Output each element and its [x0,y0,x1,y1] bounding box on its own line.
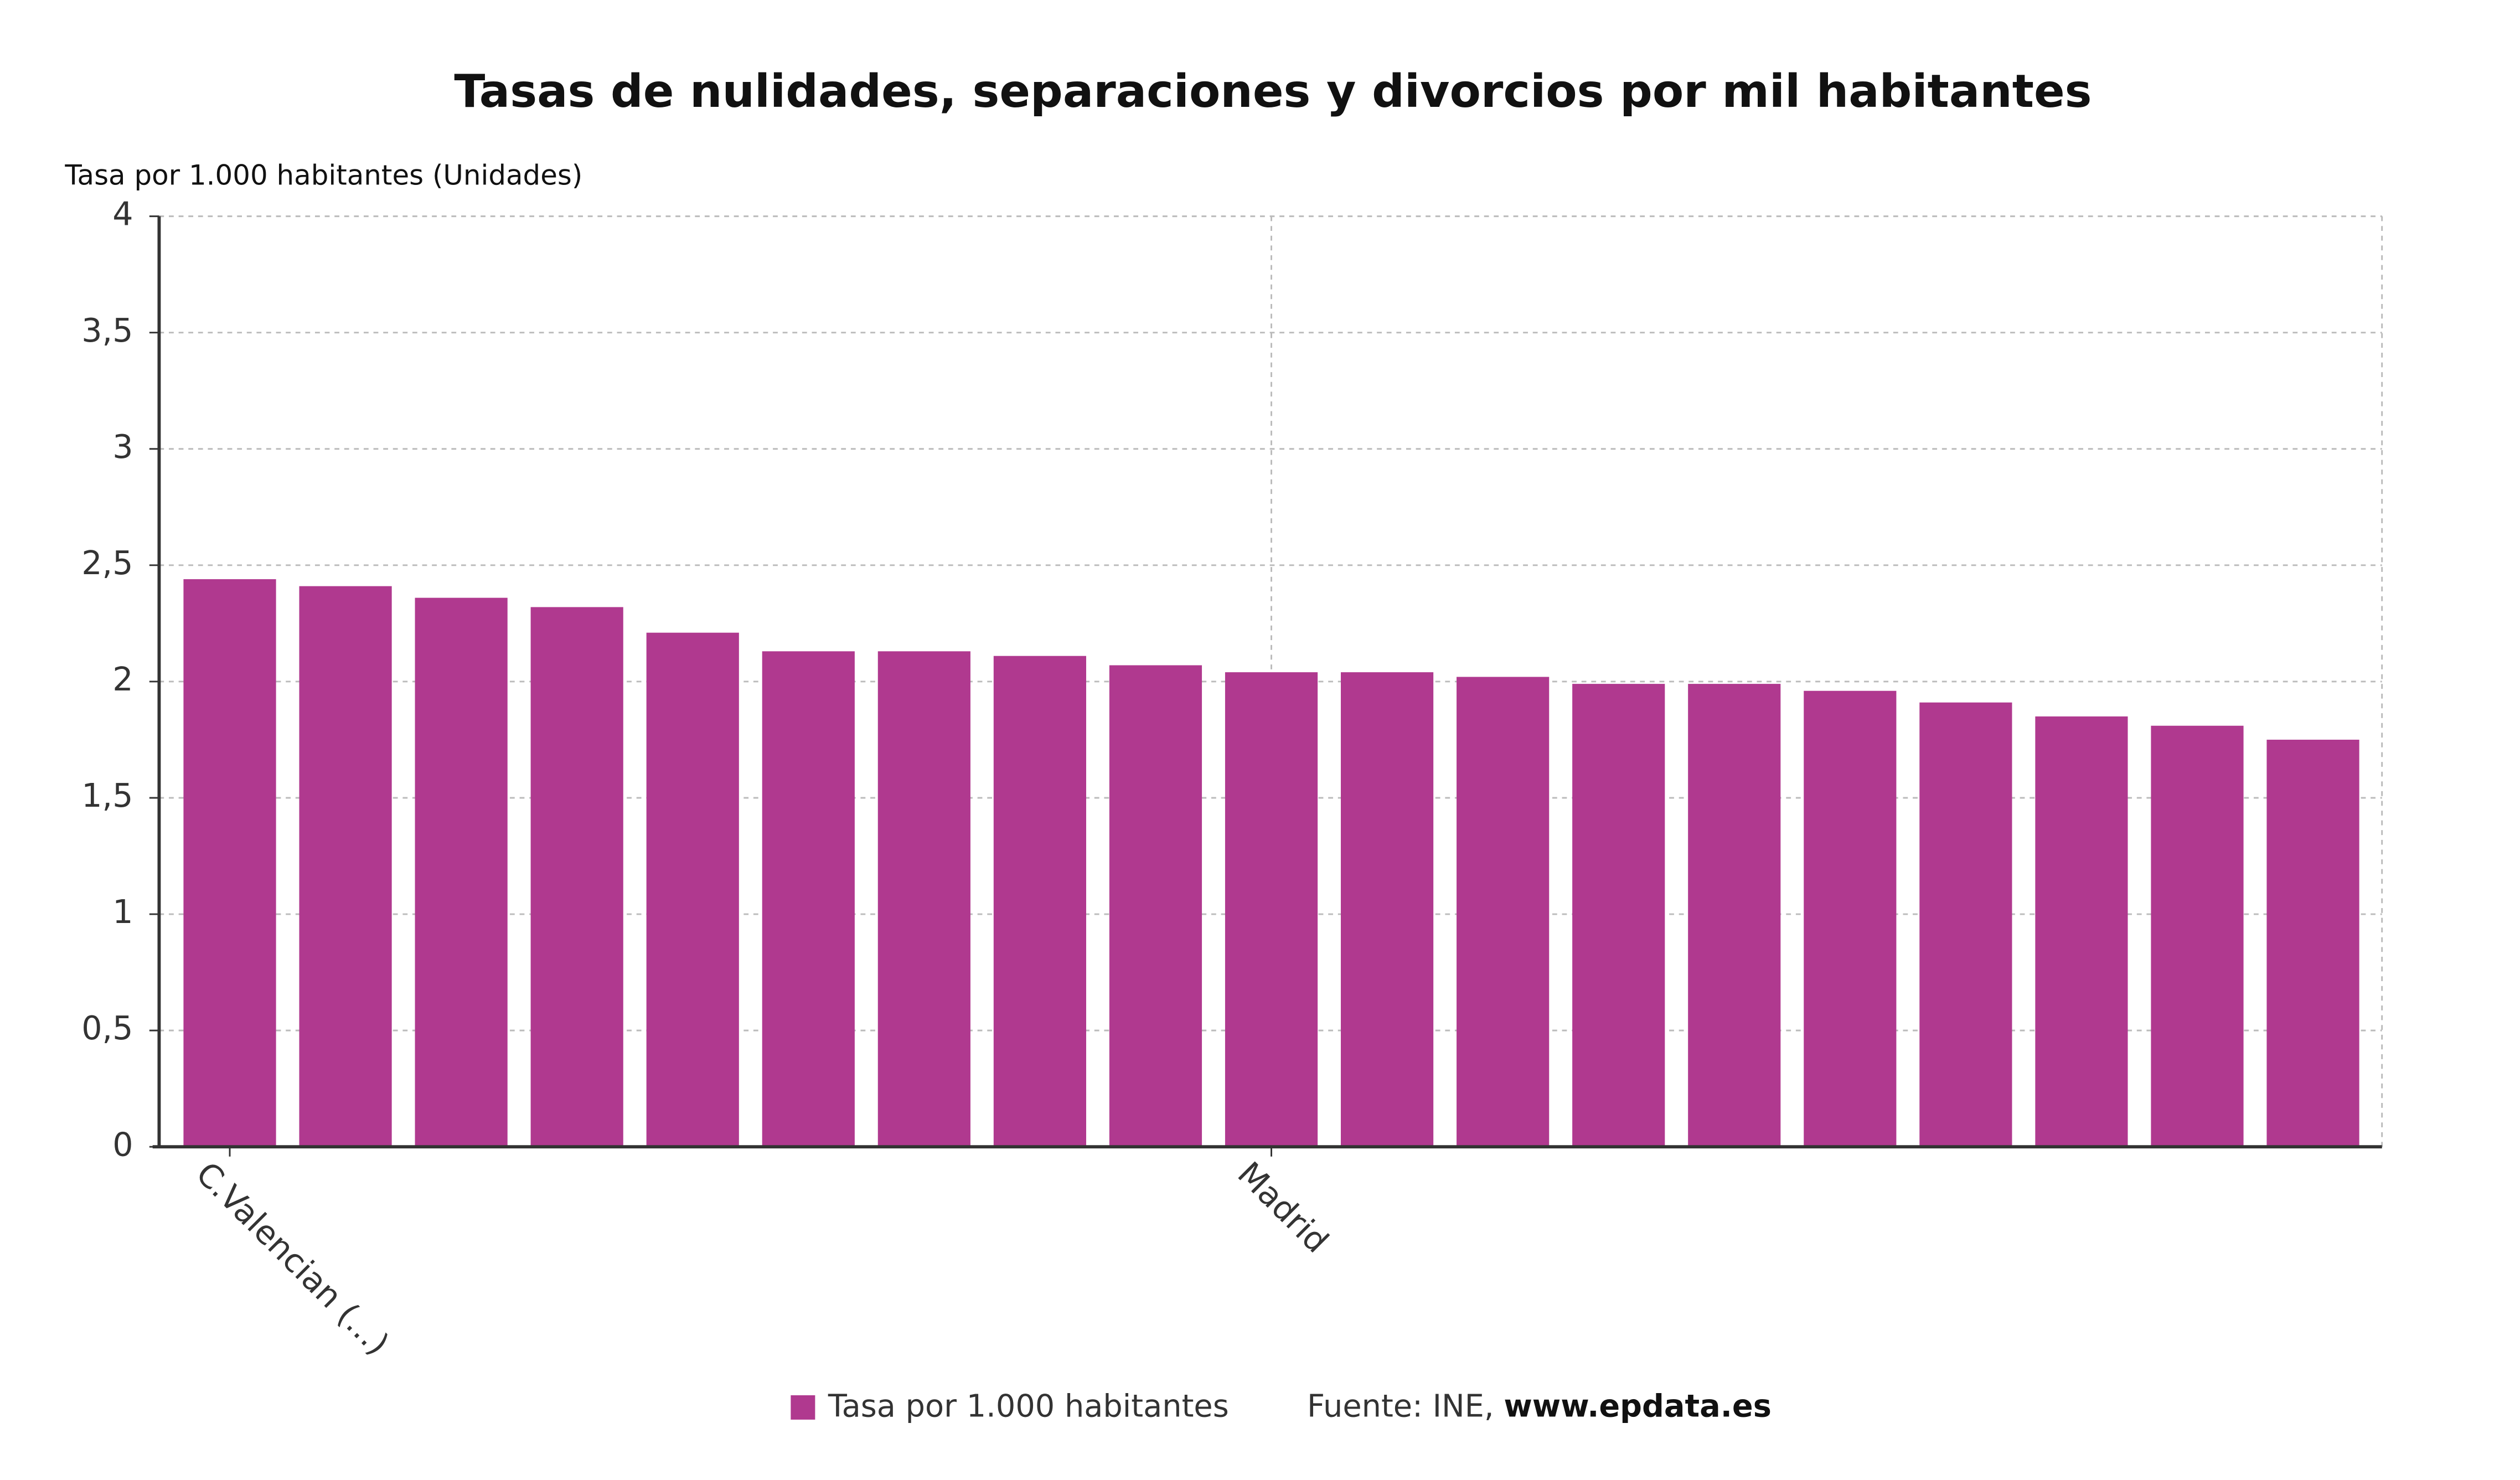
bar [1572,684,1665,1147]
bar [183,579,276,1147]
y-axis-label: Tasa por 1.000 habitantes (Unidades) [64,159,582,192]
chart-title: Tasas de nulidades, separaciones y divor… [454,65,2092,118]
bar [1804,690,1897,1147]
bar [2035,716,2128,1147]
bar [877,651,970,1147]
source-label: Fuente: INE, [1307,1389,1494,1425]
bar [1688,684,1781,1147]
y-tick-label: 3 [112,428,133,466]
bar [2266,739,2359,1147]
source: Fuente: INE, www.epdata.es [1307,1389,1772,1425]
bar [646,632,739,1147]
bar [2151,725,2244,1147]
bar [1109,665,1202,1147]
bar [1340,672,1434,1147]
legend-label: Tasa por 1.000 habitantes [828,1389,1229,1425]
y-tick-label: 0 [112,1126,133,1163]
source-link: www.epdata.es [1504,1389,1772,1425]
bar [415,597,508,1147]
legend-swatch [791,1395,815,1420]
y-tick-label: 3,5 [81,312,133,349]
bar [993,656,1087,1147]
bar [299,586,392,1147]
y-tick-label: 1 [112,893,133,931]
bar [762,651,855,1147]
legend: Tasa por 1.000 habitantes Fuente: INE, w… [791,1389,1772,1425]
bar [1225,672,1318,1147]
bar [1457,677,1550,1147]
y-tick-label: 4 [112,195,133,233]
y-tick-label: 1,5 [81,777,133,814]
y-tick-label: 0,5 [81,1009,133,1047]
bar [1919,702,2012,1147]
y-tick-label: 2,5 [81,544,133,582]
bar [530,607,623,1147]
y-tick-label: 2 [112,661,133,698]
